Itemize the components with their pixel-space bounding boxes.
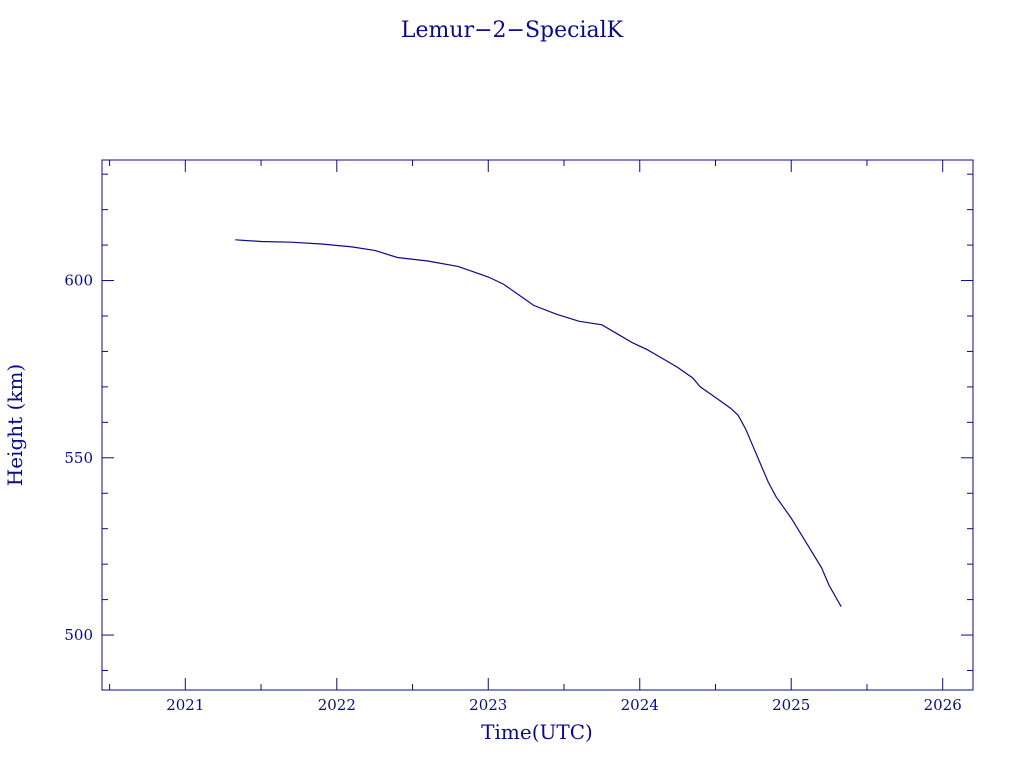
y-tick-labels: 500 550 600: [64, 272, 93, 645]
x-tick-label: 2021: [166, 696, 204, 714]
plot-frame: [101, 159, 974, 691]
y-tick-label: 550: [64, 449, 93, 467]
chart-title: Lemur−2−SpecialK: [401, 18, 624, 43]
x-tick-label: 2024: [621, 696, 659, 714]
x-tick-label: 2023: [469, 696, 507, 714]
x-tick-label: 2026: [924, 696, 962, 714]
y-tick-label: 600: [64, 272, 93, 290]
y-axis-label: Height (km): [3, 364, 27, 486]
series-line: [235, 239, 842, 607]
x-tick-label: 2022: [318, 696, 356, 714]
x-tick-labels: 2021 2022 2023 2024 2025 2026: [166, 696, 962, 714]
x-axis-label: Time(UTC): [481, 720, 593, 744]
x-tick-label: 2025: [772, 696, 810, 714]
y-tick-label: 500: [64, 626, 93, 644]
axis-ticks: [102, 160, 973, 690]
